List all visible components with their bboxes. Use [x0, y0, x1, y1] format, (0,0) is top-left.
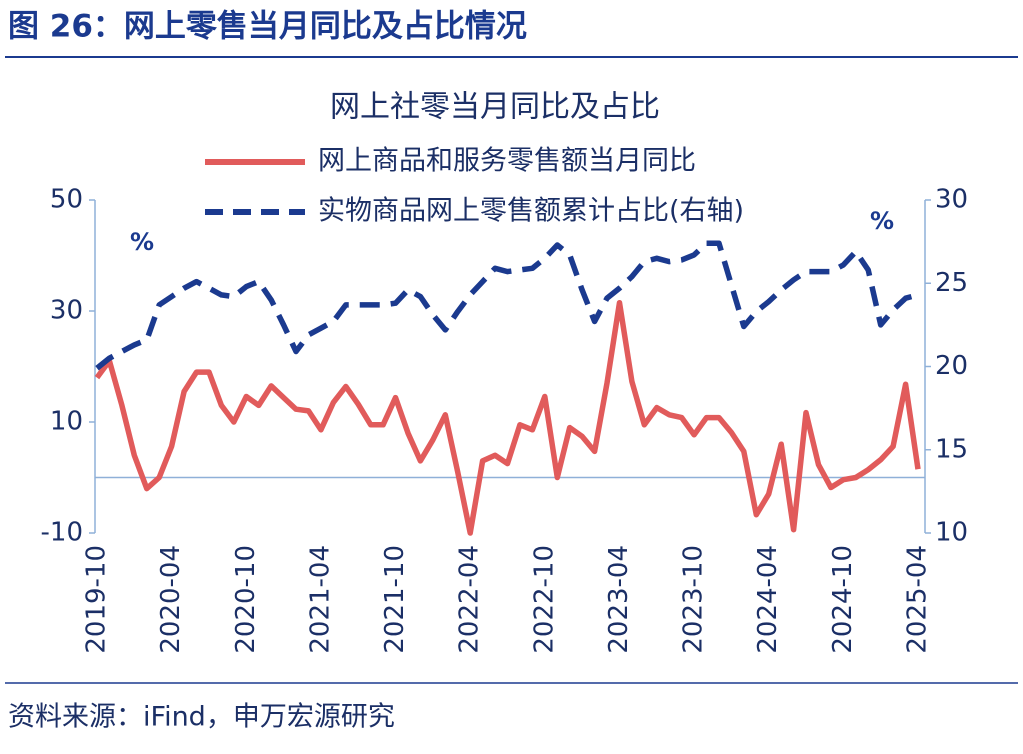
x-tick-label: 2021-10 — [380, 545, 410, 654]
x-tick-label: 2025-04 — [903, 545, 933, 654]
figure-title: 图 26：网上零售当月同比及占比情况 — [8, 9, 527, 45]
y-tick-label: 50 — [50, 185, 83, 215]
series-line — [94, 299, 921, 536]
y2-tick-label: 30 — [935, 185, 968, 215]
y-tick-label: 30 — [50, 296, 83, 326]
y-tick-label: 10 — [50, 407, 83, 437]
source-note: 资料来源：iFind，申万宏源研究 — [8, 702, 395, 733]
x-tick-label: 2024-10 — [828, 545, 858, 654]
chart-title: 网上社零当月同比及占比 — [330, 90, 660, 125]
y2-tick-label: 25 — [935, 268, 968, 298]
series-line — [95, 240, 919, 371]
x-tick-label: 2019-10 — [82, 545, 112, 654]
y2-tick-label: 20 — [935, 351, 968, 381]
x-tick-label: 2021-04 — [305, 545, 335, 654]
y-unit: % — [130, 228, 154, 256]
x-tick-label: 2023-10 — [679, 545, 709, 654]
x-tick-label: 2024-04 — [753, 545, 783, 654]
x-tick-label: 2020-04 — [156, 545, 186, 654]
x-tick-label: 2020-10 — [231, 545, 261, 654]
x-tick-label: 2022-10 — [529, 545, 559, 654]
y2-tick-label: 10 — [935, 518, 968, 548]
legend-label: 实物商品网上零售额累计占比(右轴) — [318, 196, 744, 227]
y2-tick-label: 15 — [935, 434, 968, 464]
y-tick-label: -10 — [41, 518, 83, 548]
x-tick-label: 2023-04 — [604, 545, 634, 654]
y2-unit: % — [870, 207, 894, 235]
legend-label: 网上商品和服务零售额当月同比 — [318, 146, 696, 177]
x-tick-label: 2022-04 — [455, 545, 485, 654]
